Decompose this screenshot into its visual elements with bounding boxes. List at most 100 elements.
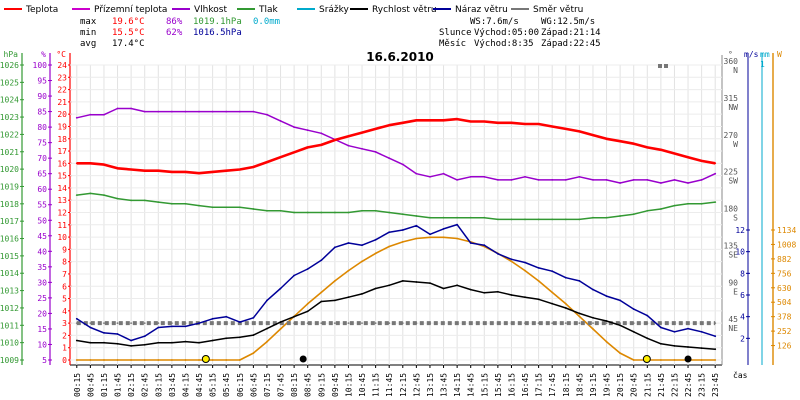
- tick-label-ms: 10: [735, 248, 745, 257]
- point-Náraz větru: [293, 274, 295, 277]
- tick-label-hpa: 1010: [0, 339, 19, 348]
- stat-avg-temp: 17.4°C: [112, 39, 145, 49]
- point-Směr větru: [130, 322, 133, 324]
- x-tick-label: 08:15: [290, 373, 299, 397]
- point-Rychlost větru: [211, 339, 214, 342]
- series-Sluneční záření: [75, 236, 717, 361]
- point-Rychlost větru: [619, 324, 621, 327]
- point-Tlak: [483, 216, 486, 219]
- point-Sluneční záření: [171, 359, 173, 361]
- point-Rychlost větru: [103, 341, 105, 344]
- point-Teplota: [347, 135, 350, 138]
- point-Směr větru: [89, 322, 92, 324]
- tick-label-dir: 45: [728, 315, 738, 324]
- series-Náraz větru: [75, 223, 717, 342]
- point-Teplota: [415, 119, 418, 122]
- point-Tlak: [116, 197, 119, 200]
- x-tick-label: 01:45: [114, 373, 123, 397]
- point-Vlhkost: [714, 172, 717, 175]
- series-Vlhkost: [75, 107, 717, 184]
- x-tick-label: 19:45: [603, 373, 612, 397]
- tick-label-degc: 13: [57, 196, 67, 205]
- point-Směr větru: [632, 322, 635, 324]
- point-Směr větru: [537, 322, 540, 324]
- point-Vlhkost: [551, 179, 554, 181]
- point-Teplota: [714, 162, 717, 165]
- point-Sluneční záření: [605, 340, 608, 343]
- point-Vlhkost: [510, 179, 513, 181]
- point-Vlhkost: [592, 179, 594, 181]
- point-Sluneční záření: [116, 359, 119, 361]
- point-Rychlost větru: [252, 334, 255, 336]
- point-Směr větru: [334, 322, 336, 324]
- point-Rychlost větru: [564, 307, 567, 309]
- point-Rychlost větru: [116, 342, 119, 345]
- point-Teplota: [456, 118, 458, 120]
- tick-label-hpa: 1013: [0, 287, 19, 296]
- tick-label-wm2: 1008: [777, 240, 796, 249]
- x-tick-label: 19:15: [589, 373, 598, 397]
- point-Rychlost větru: [171, 341, 173, 344]
- point-Tlak: [632, 213, 635, 216]
- point-Rychlost větru: [130, 345, 133, 347]
- point-Vlhkost: [646, 179, 649, 181]
- point-Tlak: [130, 199, 133, 202]
- tick-label-hpa: 1015: [0, 252, 19, 261]
- point-Sluneční záření: [75, 359, 78, 361]
- point-Sluneční záření: [537, 280, 540, 282]
- stat-min-hum: 62%: [166, 28, 183, 38]
- point-Teplota: [429, 119, 431, 122]
- point-Směr větru: [497, 322, 499, 324]
- point-Vlhkost: [619, 182, 621, 184]
- tick-label-degc: 7: [62, 270, 67, 279]
- point-Rychlost větru: [700, 347, 703, 349]
- axis-label-mm: mm: [760, 50, 770, 59]
- tick-label-degc: 10: [57, 233, 67, 242]
- point-Teplota: [687, 156, 689, 159]
- point-Tlak: [361, 209, 363, 212]
- x-tick-label: 11:45: [385, 373, 394, 397]
- point-Tlak: [374, 209, 377, 212]
- point-Teplota: [89, 162, 92, 165]
- x-tick-label: 15:45: [494, 373, 503, 397]
- point-Tlak: [320, 211, 323, 214]
- point-Sluneční záření: [401, 241, 404, 243]
- point-Vlhkost: [632, 179, 635, 181]
- point-Náraz větru: [673, 330, 676, 333]
- point-Náraz větru: [456, 223, 458, 226]
- point-Teplota: [660, 148, 662, 151]
- point-Tlak: [171, 202, 173, 205]
- point-Tlak: [660, 208, 662, 210]
- x-tick-label: 15:15: [480, 373, 489, 397]
- point-Teplota: [510, 121, 513, 124]
- tick-label-degc: 8: [62, 258, 67, 267]
- point-Tlak: [619, 215, 621, 217]
- point-Rychlost větru: [293, 315, 295, 318]
- point-Náraz větru: [374, 238, 377, 241]
- stat-max-hum: 86%: [166, 17, 183, 27]
- point-Vlhkost: [578, 175, 581, 178]
- legend-label-5: Rychlost větru: [372, 5, 437, 15]
- point-Teplota: [334, 139, 336, 141]
- x-axis-label: čas: [733, 370, 748, 380]
- point-Vlhkost: [266, 113, 268, 116]
- tick-label-dir-name: W: [733, 140, 738, 149]
- x-tick-label: 13:15: [426, 373, 435, 397]
- stat-max-temp: 19.6°C: [112, 17, 145, 27]
- point-Tlak: [279, 209, 282, 212]
- point-Náraz větru: [266, 299, 268, 302]
- point-Tlak: [89, 192, 92, 195]
- tick-label-dir: 315: [724, 94, 739, 103]
- point-Rychlost větru: [279, 321, 282, 323]
- tick-label-dir-name: N: [733, 66, 738, 75]
- point-Směr větru: [700, 322, 703, 324]
- point-Náraz větru: [116, 333, 119, 335]
- point-Náraz větru: [483, 244, 486, 247]
- point-Tlak: [714, 201, 717, 204]
- point-Náraz větru: [442, 228, 445, 230]
- point-Teplota: [198, 172, 200, 175]
- point-Teplota: [238, 168, 241, 171]
- point-Náraz větru: [75, 317, 78, 320]
- point-Směr větru: [564, 322, 567, 324]
- series-Tlak: [75, 192, 717, 221]
